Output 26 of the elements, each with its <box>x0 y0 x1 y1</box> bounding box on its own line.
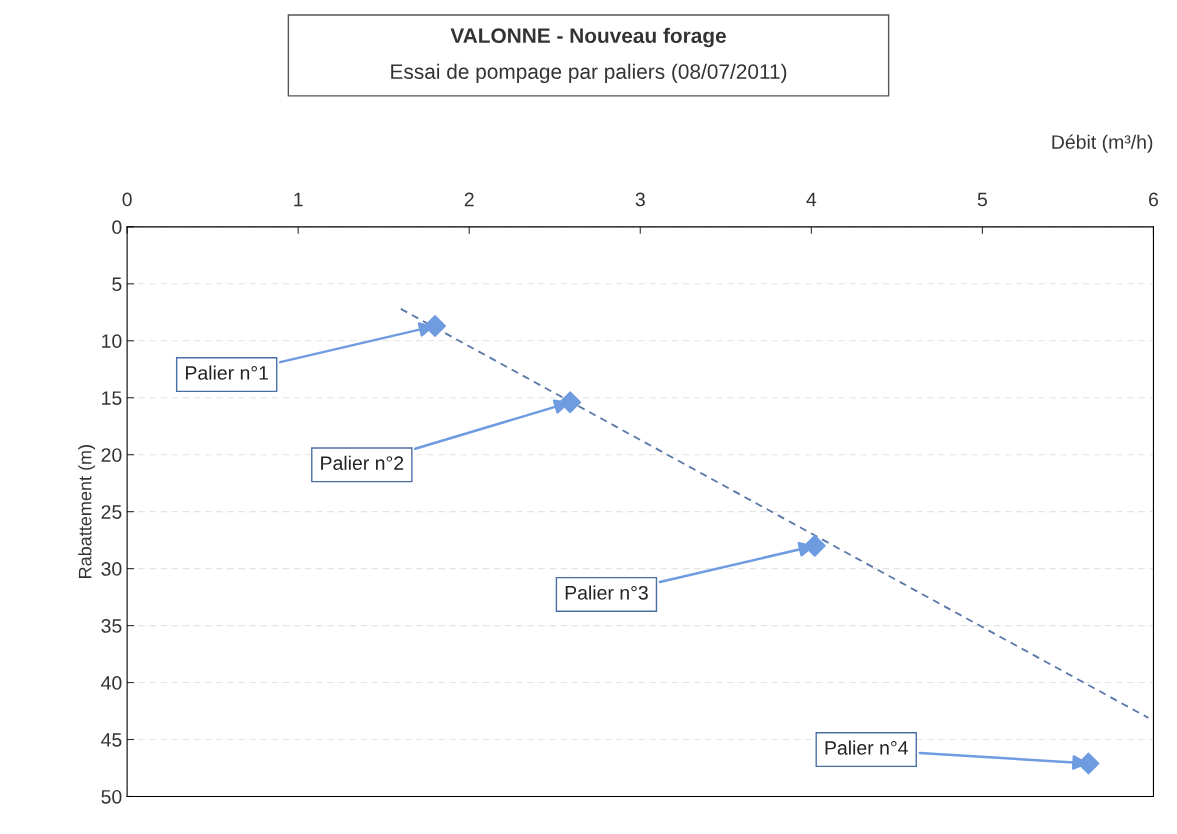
annotation: Palier n°2 <box>321 455 404 471</box>
x-tick-label: 4 <box>806 192 817 207</box>
annotation: Palier n°3 <box>565 585 648 600</box>
x-tick-label: 6 <box>1149 192 1159 207</box>
y-tick-label: 45 <box>101 733 122 747</box>
x-tick-label: 5 <box>977 192 987 207</box>
x-tick-label: 0 <box>122 192 132 207</box>
y-tick-label: 15 <box>102 391 122 405</box>
y-axis-title: Rabattement (m) <box>78 445 96 578</box>
annotation: Palier n°4 <box>825 740 908 755</box>
y-tick-label: 40 <box>101 676 122 690</box>
x-tick-label: 1 <box>294 192 303 207</box>
y-tick-label: 35 <box>101 619 122 633</box>
chart-title: VALONNE - Nouveau forage <box>450 27 726 48</box>
y-tick-label: 30 <box>101 562 122 576</box>
chart-subtitle: Essai de pompage par paliers (08/07/2011) <box>391 63 787 84</box>
y-tick-label: 50 <box>101 789 122 804</box>
y-tick-label: 25 <box>101 505 122 519</box>
y-tick-label: 0 <box>112 220 122 235</box>
y-tick-label: 20 <box>101 448 122 462</box>
y-tick-label: 5 <box>112 277 122 292</box>
x-tick-label: 2 <box>464 192 474 207</box>
y-tick-label: 10 <box>102 334 122 349</box>
annotation: Palier n°1 <box>186 365 268 380</box>
x-axis-title: Débit (m³/h) <box>1052 134 1153 153</box>
x-tick-label: 3 <box>635 192 645 207</box>
